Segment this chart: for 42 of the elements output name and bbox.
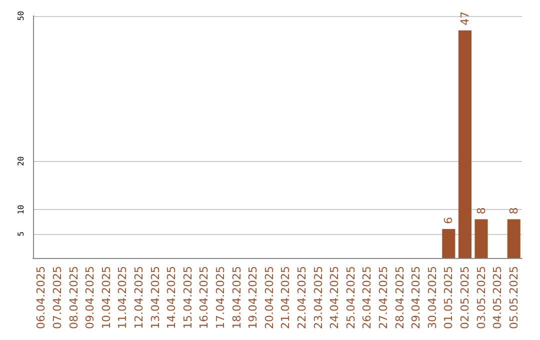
- data-label: 6: [442, 216, 456, 224]
- x-tick-label: 01.05.2025: [442, 266, 456, 330]
- y-tick-label: 20: [16, 156, 26, 166]
- x-tick-label: 12.04.2025: [132, 266, 146, 330]
- x-tick-label: 22.04.2025: [295, 266, 308, 330]
- x-tick-label: 11.04.2025: [116, 266, 130, 330]
- bar: [442, 228, 456, 258]
- x-tick-label: 13.04.2025: [148, 266, 162, 330]
- x-tick-label: 23.04.2025: [312, 266, 325, 330]
- x-tick-label: 08.04.2025: [67, 266, 80, 330]
- bar: [474, 219, 488, 258]
- x-tick-label: 26.04.2025: [360, 266, 374, 330]
- bar: [507, 219, 520, 258]
- x-tick-label: 09.04.2025: [84, 266, 97, 330]
- x-tick-label: 03.05.2025: [474, 266, 488, 330]
- x-tick-label: 18.04.2025: [230, 266, 244, 330]
- y-tick-label: 10: [16, 204, 26, 214]
- x-tick-label: 05.05.2025: [507, 266, 520, 330]
- bar: [458, 30, 472, 258]
- x-tick-label: 07.04.2025: [50, 266, 64, 330]
- x-tick-label: 27.04.2025: [376, 266, 390, 330]
- x-tick-label: 15.04.2025: [181, 266, 194, 330]
- x-tick-label: 25.04.2025: [344, 266, 358, 330]
- x-tick-label: 14.04.2025: [165, 266, 178, 330]
- y-tick-label: 50: [16, 10, 26, 21]
- x-tick-label: 20.04.2025: [262, 266, 276, 330]
- data-label: 47: [458, 11, 472, 26]
- x-tick-label: 17.04.2025: [214, 266, 227, 330]
- x-tick-label: 28.04.2025: [393, 266, 406, 330]
- x-tick-label: 19.04.2025: [246, 266, 260, 330]
- data-label: 8: [474, 207, 488, 214]
- data-label: 8: [507, 207, 520, 214]
- x-tick-label: 29.04.2025: [410, 266, 423, 330]
- x-tick-label: 16.04.2025: [198, 266, 211, 330]
- x-tick-label: 06.04.2025: [34, 266, 48, 330]
- x-tick-label: 10.04.2025: [100, 266, 113, 330]
- x-tick-label: 30.04.2025: [426, 266, 439, 330]
- x-tick-label: 04.05.2025: [491, 266, 504, 330]
- x-tick-label: 21.04.2025: [279, 266, 292, 330]
- y-tick-label: 5: [16, 231, 26, 236]
- x-tick-label: 02.05.2025: [458, 266, 472, 330]
- x-tick-label: 24.04.2025: [328, 266, 342, 330]
